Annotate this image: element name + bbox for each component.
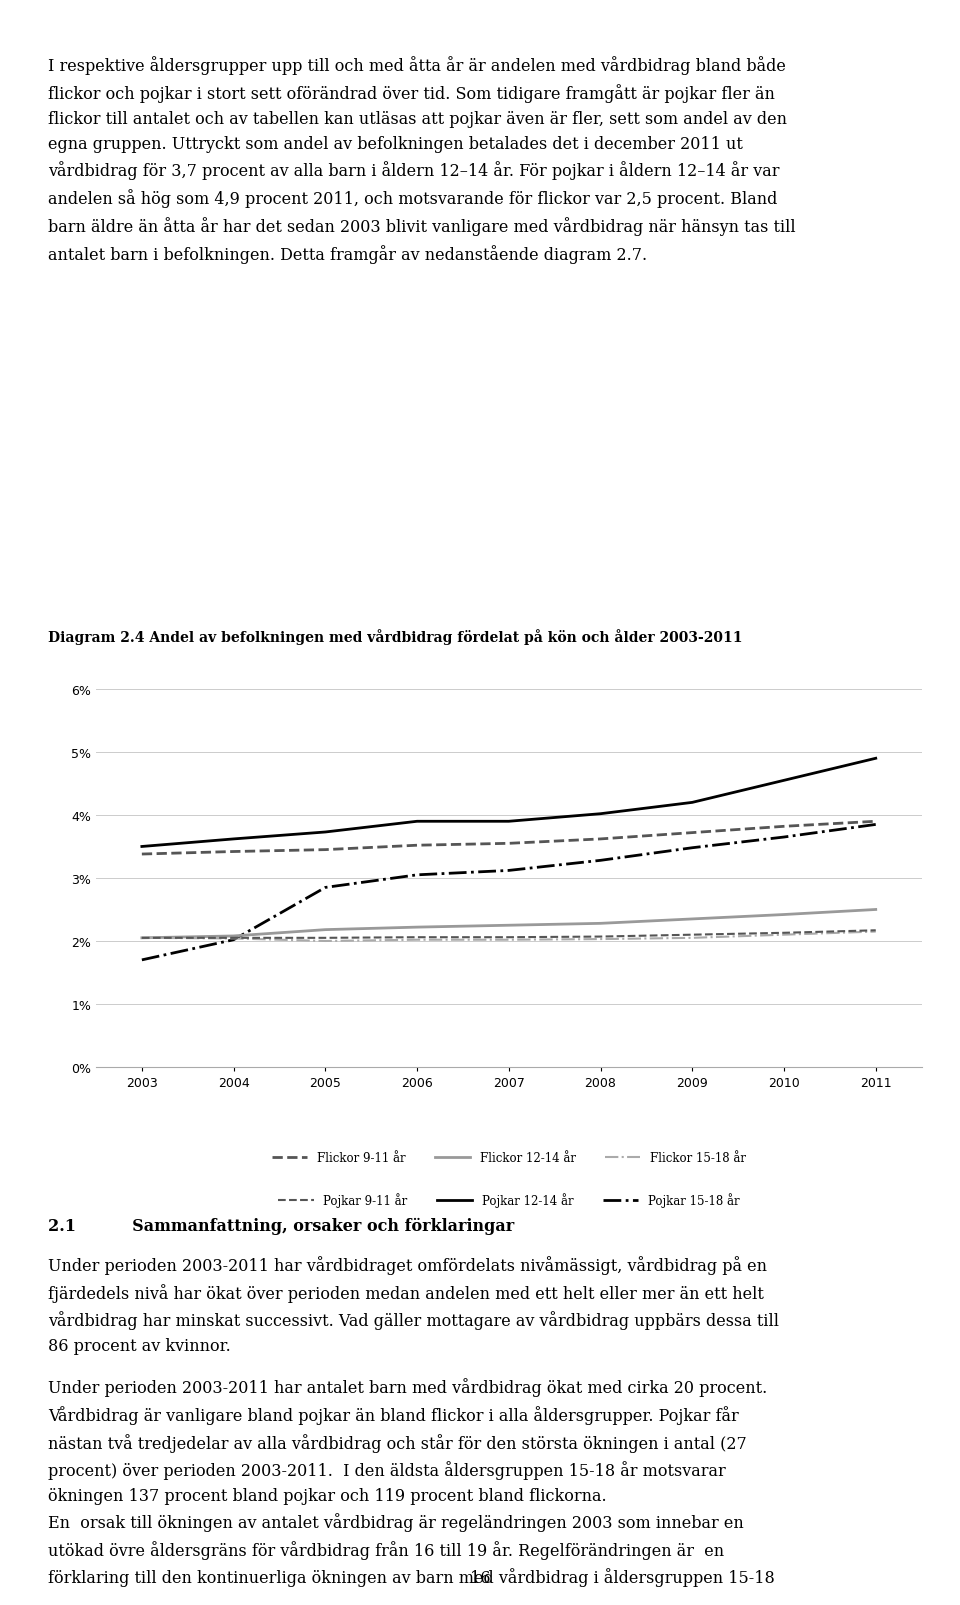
- Line: Pojkar 9-11 år: Pojkar 9-11 år: [142, 931, 876, 939]
- Pojkar 9-11 år: [503, 928, 515, 947]
- Flickor 15-18 år: [870, 923, 881, 942]
- Pojkar 12-14 år: [595, 804, 607, 823]
- Pojkar 15-18 år: [686, 838, 698, 857]
- Flickor 9-11 år: [686, 823, 698, 843]
- Flickor 9-11 år: [779, 817, 790, 836]
- Flickor 12-14 år: [411, 918, 422, 937]
- Text: 2.1          Sammanfattning, orsaker och förklaringar: 2.1 Sammanfattning, orsaker och förklari…: [48, 1217, 515, 1234]
- Pojkar 9-11 år: [595, 928, 607, 947]
- Flickor 12-14 år: [228, 926, 239, 945]
- Pojkar 9-11 år: [320, 929, 331, 949]
- Flickor 15-18 år: [779, 926, 790, 945]
- Flickor 9-11 år: [595, 830, 607, 849]
- Pojkar 9-11 år: [870, 921, 881, 941]
- Pojkar 15-18 år: [595, 851, 607, 870]
- Flickor 15-18 år: [595, 929, 607, 949]
- Flickor 12-14 år: [136, 929, 148, 949]
- Pojkar 15-18 år: [503, 862, 515, 881]
- Pojkar 12-14 år: [779, 770, 790, 790]
- Pojkar 12-14 år: [686, 793, 698, 812]
- Pojkar 9-11 år: [779, 923, 790, 942]
- Pojkar 15-18 år: [411, 865, 422, 884]
- Line: Flickor 15-18 år: Flickor 15-18 år: [142, 933, 876, 942]
- Flickor 12-14 år: [779, 905, 790, 924]
- Text: Diagram 2.4 Andel av befolkningen med vårdbidrag fördelat på kön och ålder 2003-: Diagram 2.4 Andel av befolkningen med vå…: [48, 629, 742, 645]
- Pojkar 9-11 år: [228, 929, 239, 949]
- Pojkar 9-11 år: [686, 926, 698, 945]
- Line: Flickor 12-14 år: Flickor 12-14 år: [142, 910, 876, 939]
- Flickor 12-14 år: [686, 910, 698, 929]
- Pojkar 15-18 år: [779, 828, 790, 847]
- Line: Pojkar 15-18 år: Pojkar 15-18 år: [142, 825, 876, 960]
- Flickor 9-11 år: [411, 836, 422, 855]
- Flickor 12-14 år: [870, 900, 881, 920]
- Flickor 12-14 år: [503, 916, 515, 936]
- Text: En  orsak till ökningen av antalet vårdbidrag är regeländringen 2003 som innebar: En orsak till ökningen av antalet vårdbi…: [48, 1512, 775, 1586]
- Flickor 12-14 år: [320, 920, 331, 939]
- Flickor 9-11 år: [870, 812, 881, 831]
- Flickor 12-14 år: [595, 915, 607, 934]
- Flickor 15-18 år: [320, 933, 331, 952]
- Pojkar 12-14 år: [320, 823, 331, 843]
- Flickor 9-11 år: [136, 844, 148, 863]
- Pojkar 12-14 år: [411, 812, 422, 831]
- Text: 16: 16: [469, 1568, 491, 1586]
- Pojkar 9-11 år: [136, 929, 148, 949]
- Flickor 9-11 år: [320, 841, 331, 860]
- Pojkar 12-14 år: [136, 838, 148, 857]
- Text: Under perioden 2003-2011 har antalet barn med vårdbidrag ökat med cirka 20 proce: Under perioden 2003-2011 har antalet bar…: [48, 1377, 767, 1504]
- Pojkar 9-11 år: [411, 928, 422, 947]
- Pojkar 15-18 år: [870, 815, 881, 835]
- Line: Pojkar 12-14 år: Pojkar 12-14 år: [142, 759, 876, 847]
- Text: Under perioden 2003-2011 har vårdbidraget omfördelats nivåmässigt, vårdbidrag på: Under perioden 2003-2011 har vårdbidrage…: [48, 1255, 779, 1355]
- Flickor 9-11 år: [228, 843, 239, 862]
- Line: Flickor 9-11 år: Flickor 9-11 år: [142, 822, 876, 854]
- Text: I respektive åldersgrupper upp till och med åtta år är andelen med vårdbidrag bl: I respektive åldersgrupper upp till och …: [48, 56, 796, 263]
- Pojkar 12-14 år: [870, 750, 881, 769]
- Pojkar 12-14 år: [228, 830, 239, 849]
- Pojkar 15-18 år: [228, 931, 239, 950]
- Flickor 9-11 år: [503, 835, 515, 854]
- Flickor 15-18 år: [503, 931, 515, 950]
- Pojkar 12-14 år: [503, 812, 515, 831]
- Pojkar 15-18 år: [136, 950, 148, 969]
- Flickor 15-18 år: [686, 929, 698, 949]
- Flickor 15-18 år: [228, 929, 239, 949]
- Pojkar 15-18 år: [320, 878, 331, 897]
- Flickor 15-18 år: [411, 931, 422, 950]
- Flickor 15-18 år: [136, 929, 148, 949]
- Legend: Pojkar 9-11 år, Pojkar 12-14 år, Pojkar 15-18 år: Pojkar 9-11 år, Pojkar 12-14 år, Pojkar …: [274, 1188, 744, 1212]
